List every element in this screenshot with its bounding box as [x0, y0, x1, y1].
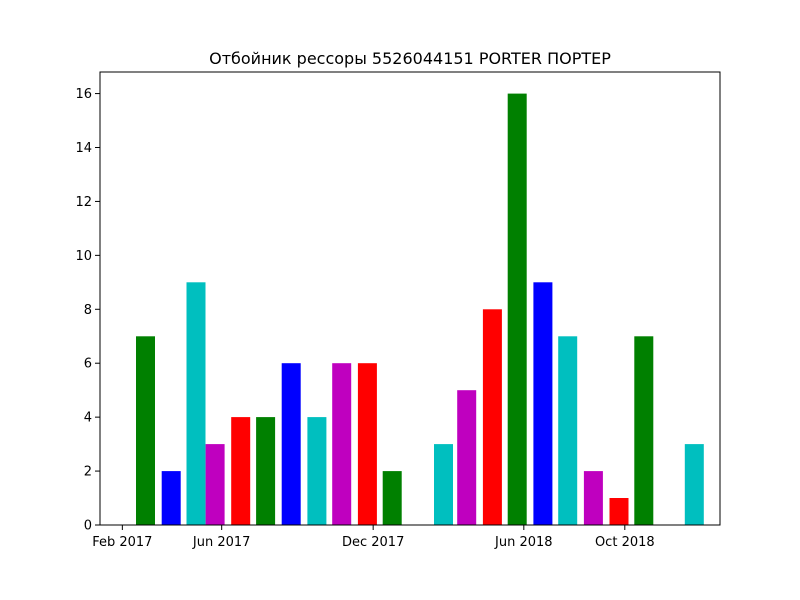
bar-3: [186, 282, 206, 525]
bar-15: [507, 93, 527, 525]
y-tick-label: 16: [75, 87, 92, 102]
bar-13: [457, 390, 477, 525]
x-tick-label: Jun 2017: [192, 535, 251, 550]
chart-title: Отбойник рессоры 5526044151 PORTER ПОРТЕ…: [209, 49, 611, 68]
x-tick-label: Feb 2017: [92, 535, 152, 550]
y-tick-label: 6: [84, 357, 92, 372]
bar-5: [231, 417, 251, 525]
y-tick-label: 10: [75, 249, 92, 264]
bar-7: [281, 363, 301, 525]
bar-6: [256, 417, 276, 525]
y-tick-label: 8: [84, 303, 92, 318]
bar-20: [634, 336, 654, 526]
plot-frame: [99, 71, 721, 526]
bar-17: [558, 336, 578, 526]
bar-18: [583, 471, 603, 525]
bar-14: [482, 309, 502, 525]
x-tick-label: Dec 2017: [342, 535, 404, 550]
bar-11: [382, 471, 402, 525]
y-tick-label: 12: [75, 195, 92, 210]
x-axis: Feb 2017 Jun 2017 Dec 2017 Jun 2018 Oct 2018: [92, 525, 655, 550]
bar-4: [205, 444, 225, 525]
x-tick-label: Jun 2018: [494, 535, 553, 550]
y-tick-label: 2: [84, 465, 92, 480]
bar-2: [161, 471, 181, 525]
bar-1: [136, 336, 155, 526]
x-tick-label: Oct 2018: [595, 535, 655, 550]
y-tick-label: 4: [84, 411, 92, 426]
bars-layer: [136, 93, 704, 526]
bar-19: [609, 498, 629, 525]
y-tick-label: 14: [75, 141, 92, 156]
bar-16: [533, 282, 553, 525]
bar-8: [307, 417, 327, 525]
bar-21: [684, 444, 704, 525]
y-axis: 0 2 4 6 8 10 12 14 16: [75, 87, 100, 534]
bar-9: [332, 363, 352, 525]
y-tick-label: 0: [84, 519, 92, 534]
bar-10: [357, 363, 377, 525]
bar-12: [434, 444, 453, 525]
